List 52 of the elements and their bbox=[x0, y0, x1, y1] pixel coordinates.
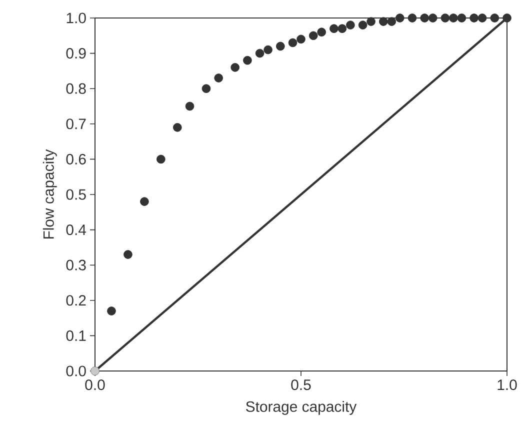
point bbox=[202, 84, 211, 93]
point bbox=[124, 250, 132, 259]
y-tick-label: 0.0 bbox=[66, 366, 86, 376]
point bbox=[243, 56, 252, 65]
y-axis-title: Flow capacity bbox=[42, 149, 57, 239]
y-tick-label: 1.0 bbox=[66, 12, 86, 24]
point bbox=[296, 34, 306, 44]
y-tick-label: 0.3 bbox=[66, 260, 86, 270]
y-tick-label: 0.8 bbox=[66, 83, 86, 94]
point bbox=[330, 24, 338, 33]
point bbox=[358, 20, 368, 30]
point bbox=[230, 63, 240, 72]
point bbox=[185, 102, 194, 111]
point bbox=[387, 17, 396, 26]
x-tick-label: 0.0 bbox=[85, 380, 105, 390]
point bbox=[440, 14, 450, 22]
point bbox=[107, 306, 116, 316]
point bbox=[379, 17, 388, 26]
point bbox=[346, 20, 355, 30]
point bbox=[308, 31, 318, 40]
point bbox=[366, 17, 376, 26]
x-tick-label: 1.0 bbox=[498, 380, 517, 390]
point bbox=[264, 45, 272, 54]
point bbox=[90, 366, 100, 376]
y-tick-label: 0.5 bbox=[66, 189, 86, 200]
y-tick-label: 0.2 bbox=[66, 295, 86, 306]
x-tick-label: 0.5 bbox=[291, 380, 311, 390]
point bbox=[420, 14, 430, 22]
point bbox=[214, 74, 223, 82]
y-tick-label: 0.1 bbox=[66, 330, 86, 341]
point bbox=[449, 14, 458, 22]
point bbox=[502, 14, 512, 22]
y-tick-label: 0.6 bbox=[66, 154, 86, 164]
point bbox=[276, 42, 285, 51]
point bbox=[338, 24, 347, 33]
point bbox=[457, 14, 466, 22]
point bbox=[408, 14, 417, 22]
point bbox=[140, 197, 149, 206]
y-tick-label: 0.7 bbox=[66, 118, 86, 130]
point bbox=[428, 14, 438, 22]
point bbox=[490, 14, 500, 22]
y-tick-label: 0.9 bbox=[66, 48, 86, 59]
point bbox=[156, 154, 166, 164]
x-axis-title: Storage capacity bbox=[246, 400, 357, 415]
point bbox=[173, 123, 182, 132]
point bbox=[478, 14, 487, 22]
y-tick-label: 0.4 bbox=[66, 224, 86, 236]
point bbox=[255, 48, 264, 58]
point bbox=[395, 14, 404, 22]
point bbox=[470, 14, 478, 22]
point bbox=[288, 38, 298, 48]
point bbox=[317, 28, 326, 37]
